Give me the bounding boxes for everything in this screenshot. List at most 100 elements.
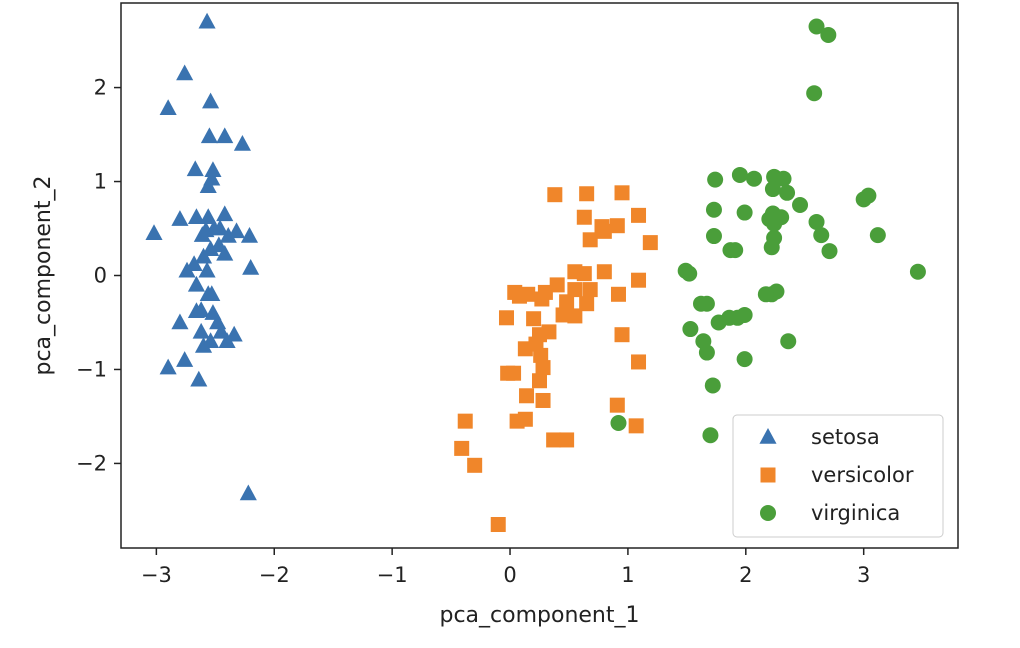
setosa-point [204, 161, 222, 178]
virginica-point [610, 415, 627, 432]
setosa-point [202, 240, 220, 256]
legend-item-virginica: virginica [760, 501, 900, 525]
versicolor-point [567, 308, 583, 324]
versicolor-point [596, 223, 612, 239]
versicolor-point [547, 187, 563, 203]
legend-marker-versicolor [760, 467, 776, 483]
virginica-point [736, 204, 753, 221]
virginica-point [813, 227, 830, 244]
virginica-point [909, 263, 926, 280]
virginica-point [780, 333, 797, 350]
virginica-point [698, 295, 715, 312]
virginica-point [779, 184, 796, 201]
legend-label-versicolor: versicolor [811, 463, 914, 487]
virginica-point [808, 213, 825, 230]
virginica-point [808, 18, 825, 35]
versicolor-point [631, 207, 647, 223]
legend-item-setosa: setosa [759, 425, 880, 449]
setosa-point [190, 370, 208, 387]
y-tick-label: 2 [94, 76, 107, 100]
versicolor-point [609, 218, 625, 234]
virginica-point [682, 321, 699, 338]
setosa-point [187, 275, 205, 292]
setosa-point [178, 261, 196, 278]
virginica-point [736, 351, 753, 368]
virginica-point [705, 201, 722, 218]
versicolor-point [534, 291, 550, 307]
virginica-point [698, 344, 715, 361]
virginica-point [757, 286, 774, 303]
versicolor-point [535, 360, 551, 376]
versicolor-point [610, 286, 626, 302]
setosa-point [216, 205, 234, 222]
setosa-point [159, 99, 177, 115]
setosa-point [211, 219, 229, 236]
virginica-point [704, 377, 721, 394]
versicolor-point [454, 440, 470, 456]
versicolor-point [579, 296, 595, 312]
y-tick-label: 0 [94, 264, 107, 288]
virginica-point [727, 242, 744, 259]
y-axis-label: pca_component_2 [31, 176, 56, 376]
versicolor-point [467, 457, 483, 473]
y-tick-label: 1 [94, 170, 107, 194]
versicolor-point [535, 392, 551, 408]
virginica-point [773, 209, 790, 226]
virginica-point [746, 170, 763, 187]
versicolor-point [631, 272, 647, 288]
setosa-point [159, 358, 177, 375]
versicolor-point [457, 413, 473, 429]
versicolor-series [454, 185, 658, 533]
setosa-point [227, 222, 246, 239]
versicolor-point [517, 341, 533, 357]
points-layer [145, 12, 926, 533]
versicolor-point [532, 373, 547, 389]
setosa-point [203, 285, 221, 302]
x-tick-label: −3 [141, 563, 172, 587]
versicolor-point [498, 310, 514, 326]
versicolor-point [582, 282, 598, 298]
versicolor-point [579, 186, 595, 202]
virginica-point [806, 85, 823, 102]
x-tick-label: −1 [377, 563, 408, 587]
versicolor-point [519, 388, 535, 404]
setosa-point [187, 208, 205, 224]
virginica-point [775, 170, 792, 187]
setosa-point [242, 258, 260, 275]
setosa-point [171, 210, 189, 226]
versicolor-point [567, 282, 583, 298]
setosa-point [233, 134, 251, 151]
virginica-point [820, 26, 837, 43]
versicolor-point [526, 311, 542, 327]
virginica-point [707, 171, 724, 188]
x-tick-label: −2 [259, 563, 290, 587]
x-tick-label: 3 [857, 563, 870, 587]
setosa-point [176, 64, 194, 81]
setosa-point [194, 336, 213, 353]
setosa-point [187, 302, 205, 318]
legend-marker-virginica [760, 505, 776, 521]
setosa-point [192, 322, 210, 339]
setosa-point [145, 224, 163, 240]
versicolor-point [576, 209, 592, 225]
virginica-series [610, 18, 926, 444]
legend-item-versicolor: versicolor [760, 463, 914, 487]
versicolor-point [576, 266, 592, 282]
legend: setosa versicolor virginica [732, 414, 944, 538]
setosa-series [145, 12, 260, 501]
versicolor-point [631, 354, 647, 370]
legend-label-setosa: setosa [811, 425, 880, 449]
legend-box [732, 414, 944, 538]
versicolor-point [517, 411, 533, 427]
y-tick-label: −2 [76, 451, 107, 475]
versicolor-point [628, 418, 644, 434]
virginica-point [681, 265, 698, 282]
setosa-point [198, 261, 216, 278]
versicolor-point [549, 277, 565, 293]
setosa-point [194, 247, 213, 264]
setosa-point [239, 484, 257, 501]
versicolor-point [555, 307, 571, 323]
versicolor-point [614, 327, 630, 343]
virginica-point [705, 228, 722, 245]
